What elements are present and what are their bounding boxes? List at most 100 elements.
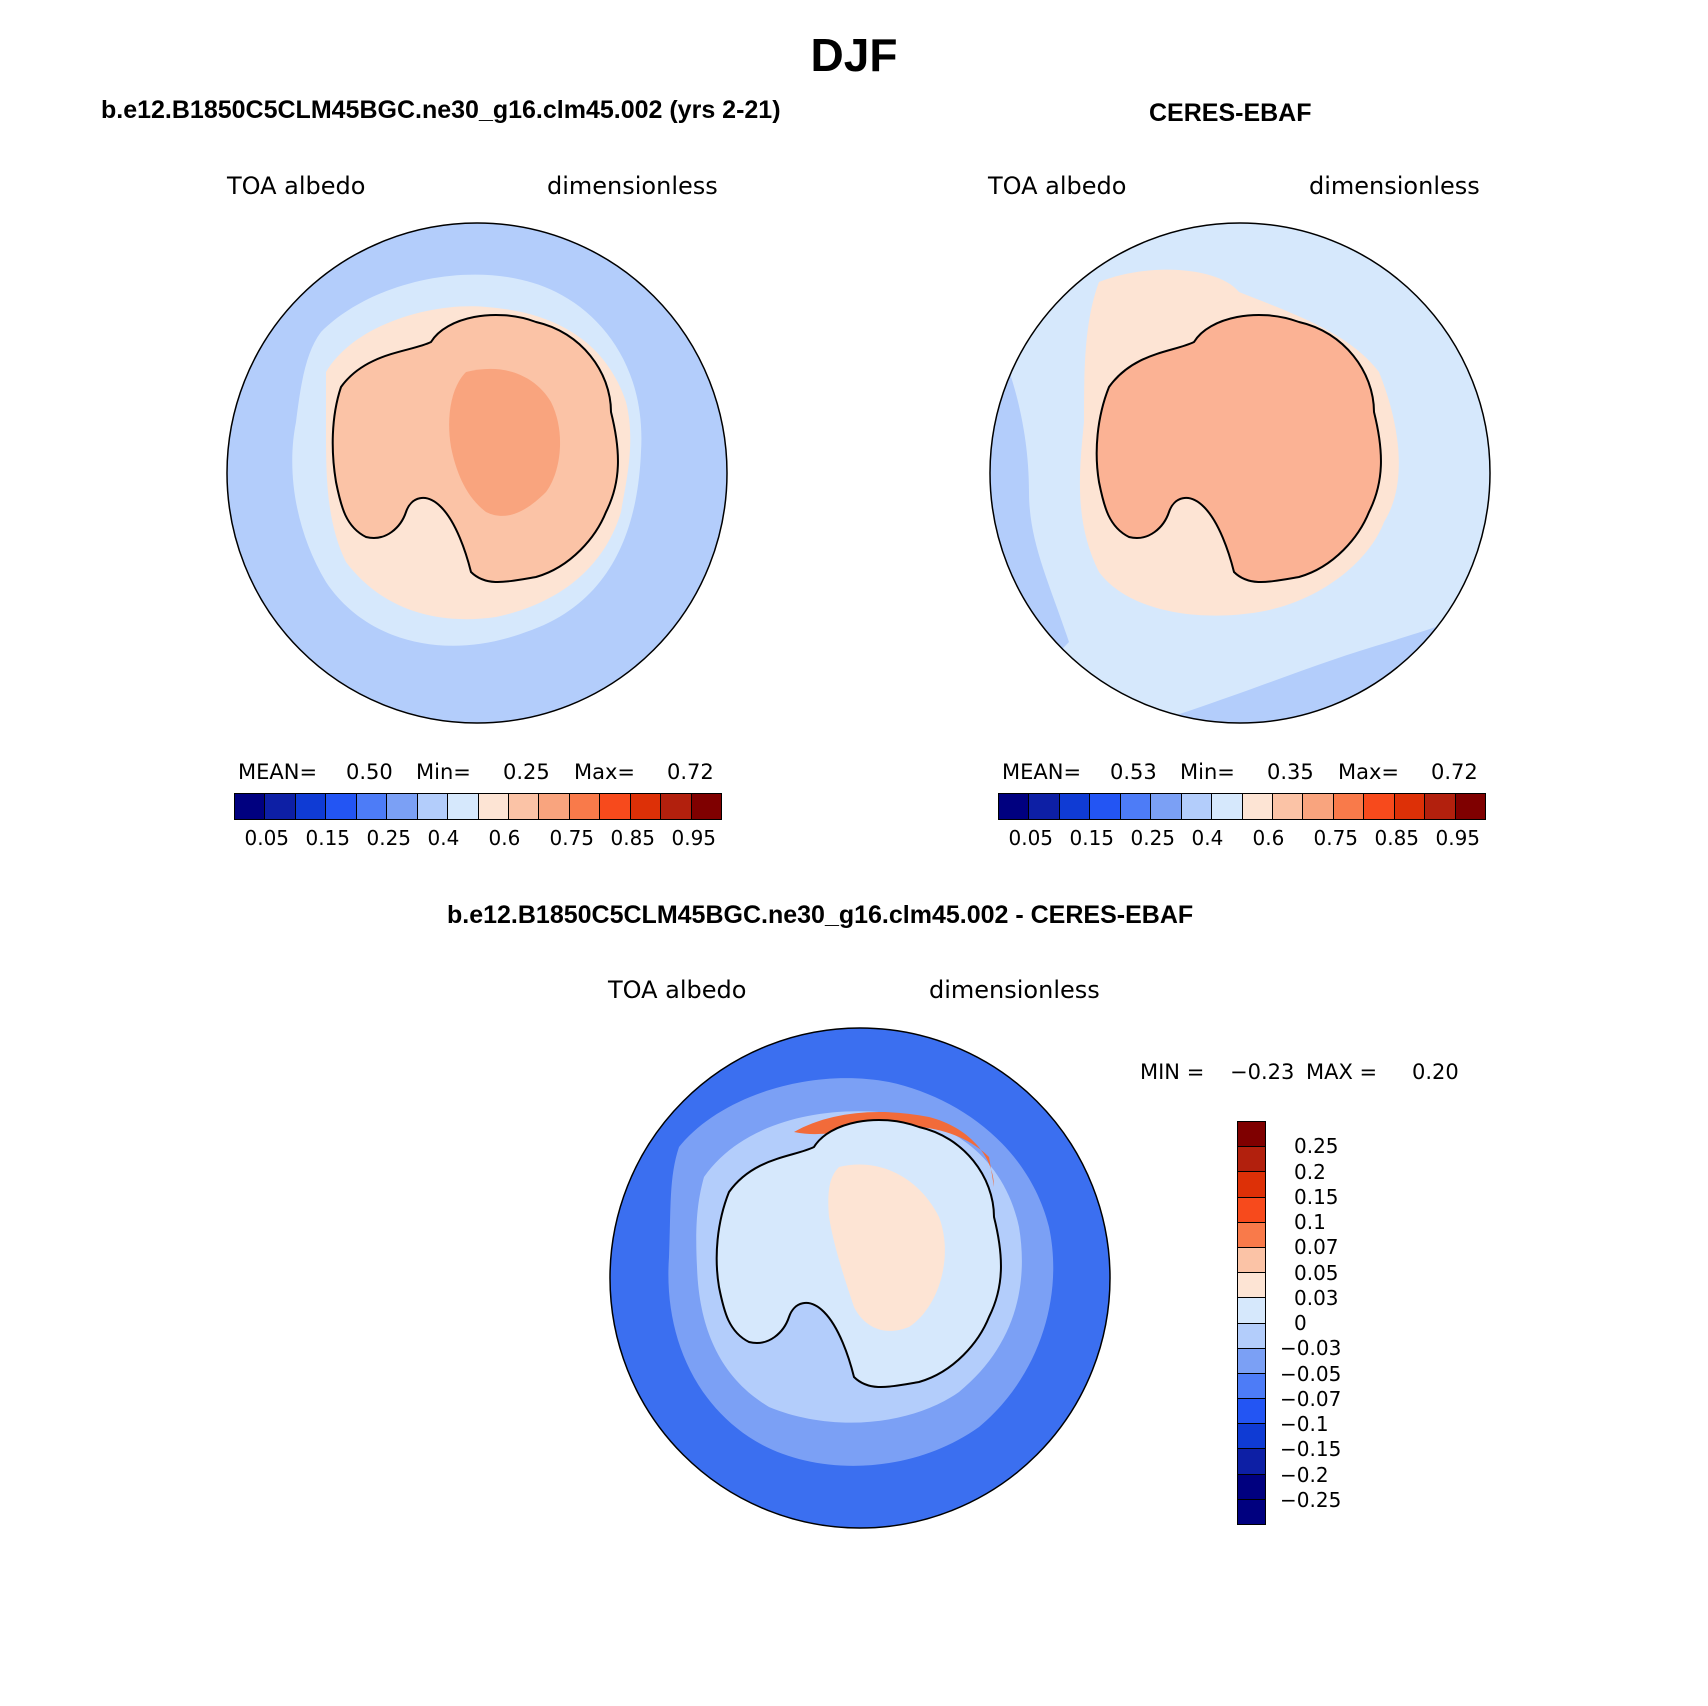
- obs-max-label: Max=: [1338, 760, 1400, 784]
- obs-colorbar-box: [1212, 794, 1243, 819]
- model-colorbar-tick-label: 0.6: [488, 826, 521, 850]
- obs-colorbar-tick-label: 0.6: [1252, 826, 1285, 850]
- diff-colorbar-tick-label: 0.07: [1294, 1235, 1339, 1260]
- diff-colorbar-box: [1238, 1197, 1265, 1223]
- diff-colorbar-box: [1238, 1122, 1265, 1148]
- diff-colorbar-tick-label: 0.25: [1294, 1134, 1339, 1159]
- obs-min-label: Min=: [1180, 760, 1235, 784]
- model-colorbar-box: [600, 794, 631, 819]
- model-colorbar-box: [295, 794, 327, 819]
- diff-colorbar-tick-label: −0.2: [1280, 1462, 1329, 1487]
- obs-max-value: 0.72: [1431, 760, 1478, 784]
- obs-colorbar-tick-label: 0.4: [1191, 826, 1224, 850]
- model-colorbar-box: [417, 794, 449, 819]
- diff-colorbar-tick-label: 0: [1294, 1311, 1307, 1335]
- model-units-label: dimensionless: [547, 172, 718, 200]
- obs-colorbar-box: [1242, 794, 1273, 819]
- diff-colorbar-tick-label: −0.03: [1280, 1336, 1342, 1361]
- model-mean-value: 0.50: [346, 760, 393, 784]
- obs-colorbar-box: [1455, 794, 1485, 819]
- diff-colorbar-tick-label: 0.1: [1294, 1210, 1326, 1234]
- diff-colorbar-tick-label: 0.03: [1294, 1285, 1339, 1310]
- model-colorbar-box: [235, 794, 266, 819]
- model-colorbar-box: [691, 794, 721, 819]
- obs-colorbar-box: [1059, 794, 1091, 819]
- obs-colorbar-ticks: 0.05 0.15 0.25 0.4 0.6 0.75 0.85 0.95: [998, 826, 1486, 850]
- obs-colorbar-tick-label: 0.75: [1313, 826, 1359, 850]
- diff-colorbar-box: [1238, 1172, 1265, 1198]
- diff-colorbar-tick-label: −0.25: [1280, 1487, 1342, 1512]
- diff-min-label: MIN =: [1140, 1060, 1205, 1084]
- obs-colorbar-box: [1272, 794, 1304, 819]
- model-colorbar-tick-label: 0.25: [366, 826, 412, 850]
- obs-min-value: 0.35: [1267, 760, 1314, 784]
- obs-colorbar: [998, 793, 1486, 820]
- diff-colorbar-ticks: 0.25 0.2 0.15 0.1 0.07 0.05 0.03 0 −0.03 −0.05 −0.…: [1280, 1121, 1390, 1525]
- model-colorbar-box: [387, 794, 418, 819]
- obs-mean-label: MEAN=: [1002, 760, 1082, 784]
- model-colorbar-box: [569, 794, 601, 819]
- diff-colorbar-box: [1238, 1449, 1265, 1475]
- figure-title: DJF: [810, 29, 898, 81]
- obs-colorbar-tick-label: 0.25: [1130, 826, 1176, 850]
- diff-colorbar-box: [1238, 1247, 1265, 1274]
- diff-coastline: [715, 1118, 1002, 1388]
- diff-colorbar-tick-label: 0.15: [1294, 1184, 1339, 1209]
- diff-colorbar-box: [1238, 1424, 1265, 1450]
- diff-colorbar-tick-label: −0.1: [1280, 1412, 1329, 1436]
- diff-polar-map: [609, 1027, 1111, 1529]
- obs-mean-value: 0.53: [1110, 760, 1157, 784]
- model-colorbar: [234, 793, 722, 820]
- obs-map-border: [989, 222, 1491, 724]
- obs-colorbar-box: [1090, 794, 1121, 819]
- diff-panel-title: b.e12.B1850C5CLM45BGC.ne30_g16.clm45.002…: [447, 901, 1194, 929]
- model-colorbar-box: [356, 794, 388, 819]
- diff-colorbar-box: [1238, 1323, 1265, 1349]
- diff-max-value: 0.20: [1412, 1060, 1459, 1084]
- model-colorbar-tick-label: 0.4: [427, 826, 460, 850]
- diff-min-value: −0.23: [1230, 1060, 1295, 1084]
- diff-units-label: dimensionless: [929, 976, 1100, 1004]
- model-variable-label: TOA albedo: [227, 172, 366, 200]
- diff-colorbar-box: [1238, 1222, 1265, 1248]
- obs-colorbar-box: [999, 794, 1030, 819]
- obs-colorbar-tick-label: 0.05: [1008, 826, 1054, 850]
- obs-colorbar-box: [1394, 794, 1426, 819]
- diff-colorbar-box: [1238, 1273, 1265, 1299]
- obs-coastline: [1095, 313, 1382, 583]
- diff-colorbar-box: [1238, 1499, 1265, 1524]
- obs-colorbar-box: [1181, 794, 1213, 819]
- model-colorbar-tick-label: 0.15: [305, 826, 351, 850]
- model-colorbar-box: [265, 794, 296, 819]
- diff-colorbar-box: [1238, 1298, 1265, 1324]
- diff-colorbar-tick-label: −0.05: [1280, 1361, 1342, 1386]
- diff-colorbar-box: [1238, 1348, 1265, 1374]
- model-colorbar-box: [630, 794, 662, 819]
- obs-colorbar-tick-label: 0.85: [1374, 826, 1420, 850]
- obs-colorbar-box: [1151, 794, 1182, 819]
- model-colorbar-ticks: 0.05 0.15 0.25 0.4 0.6 0.75 0.85 0.95: [234, 826, 722, 850]
- diff-colorbar-tick-label: 0.05: [1294, 1260, 1339, 1285]
- model-colorbar-tick-label: 0.85: [610, 826, 656, 850]
- obs-colorbar-box: [1333, 794, 1365, 819]
- model-colorbar-box: [326, 794, 357, 819]
- obs-colorbar-box: [1425, 794, 1456, 819]
- model-interior-fill: [449, 368, 561, 516]
- model-colorbar-box: [508, 794, 540, 819]
- model-colorbar-box: [539, 794, 570, 819]
- model-map-border: [226, 222, 728, 724]
- diff-colorbar-box: [1238, 1373, 1265, 1400]
- model-colorbar-box: [661, 794, 692, 819]
- diff-colorbar-box: [1238, 1147, 1265, 1173]
- model-mean-label: MEAN=: [238, 760, 318, 784]
- diff-max-label: MAX =: [1306, 1060, 1378, 1084]
- model-coastline: [331, 313, 619, 583]
- model-min-value: 0.25: [503, 760, 550, 784]
- model-colorbar-tick-label: 0.05: [244, 826, 290, 850]
- obs-colorbar-box: [1364, 794, 1395, 819]
- diff-warm-interior-fill: [828, 1164, 945, 1331]
- model-max-value: 0.72: [667, 760, 714, 784]
- model-panel-title: b.e12.B1850C5CLM45BGC.ne30_g16.clm45.002…: [101, 96, 781, 124]
- diff-colorbar-tick-label: 0.2: [1294, 1159, 1326, 1184]
- obs-variable-label: TOA albedo: [988, 172, 1127, 200]
